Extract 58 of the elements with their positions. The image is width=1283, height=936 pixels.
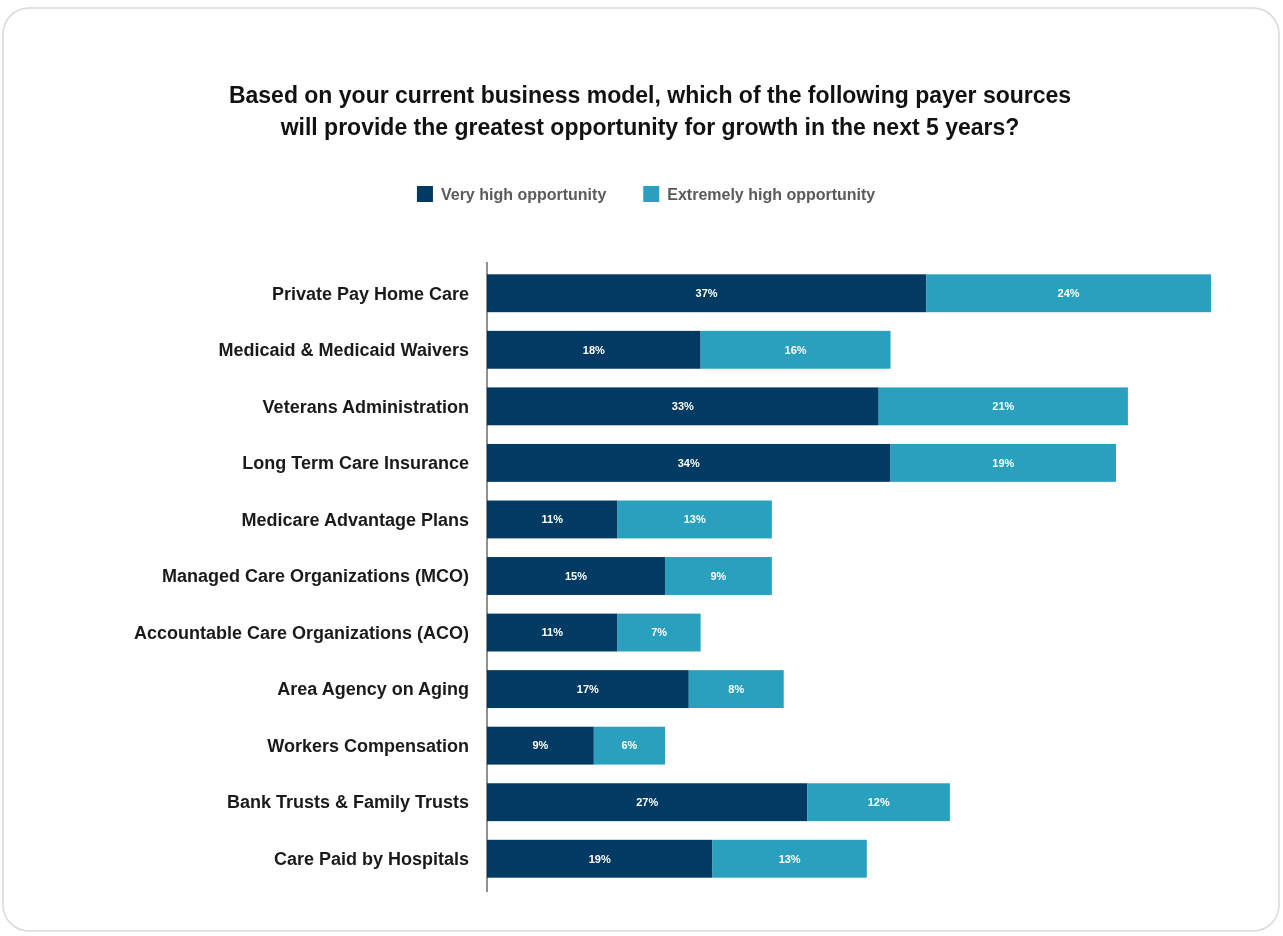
y-tick-label: Long Term Care Insurance <box>242 453 469 474</box>
bar <box>712 839 867 878</box>
data-label: 11% <box>541 513 564 526</box>
data-label: 37% <box>695 287 718 300</box>
data-label: 15% <box>565 569 588 582</box>
data-label: 18% <box>582 343 606 356</box>
bar <box>487 557 666 595</box>
chart-title: Based on your current business model, which of the following payer sources will provide the greatest opportunity for growth in the next 5 years? <box>228 82 1072 140</box>
bar <box>926 274 1211 313</box>
bar <box>688 670 784 709</box>
data-label: 19% <box>992 456 1015 469</box>
data-label: 13% <box>683 513 706 526</box>
bar <box>487 726 594 765</box>
y-tick-label: Workers Compensation <box>267 735 469 756</box>
bar <box>487 274 927 313</box>
data-label: 13% <box>778 852 801 865</box>
bar <box>593 726 666 765</box>
bar <box>487 443 891 482</box>
bar <box>487 783 808 822</box>
bar <box>617 613 701 652</box>
bar <box>487 839 713 878</box>
y-tick-label: Private Pay Home Care <box>271 283 469 304</box>
data-label: 6% <box>621 739 638 752</box>
y-tick-label: Bank Trusts & Family Trusts <box>226 792 469 813</box>
data-label: 9% <box>532 739 549 752</box>
y-tick-label: Veterans Administration <box>262 396 469 417</box>
legend-label: Very high opportunity <box>440 185 607 203</box>
y-tick-label: Care Paid by Hospitals <box>273 849 469 870</box>
data-label: 27% <box>636 796 659 809</box>
bar <box>878 387 1128 426</box>
bar <box>487 387 879 426</box>
data-label: 11% <box>541 626 564 639</box>
data-label: 19% <box>588 852 611 865</box>
data-label: 21% <box>992 400 1015 413</box>
y-tick-label: Managed Care Organizations (MCO) <box>161 566 469 587</box>
bar <box>617 500 772 539</box>
data-label: 34% <box>677 456 700 469</box>
bar <box>487 670 689 709</box>
data-label: 33% <box>671 400 695 413</box>
y-tick-label: Medicare Advantage Plans <box>241 509 469 530</box>
bar <box>665 557 772 595</box>
data-label: 7% <box>651 626 668 639</box>
bar <box>700 330 891 369</box>
data-label: 17% <box>576 682 600 695</box>
data-label: 8% <box>728 682 745 695</box>
bar <box>890 443 1117 482</box>
legend-label: Extremely high opportunity <box>667 185 876 203</box>
data-label: 16% <box>784 343 807 356</box>
y-tick-label: Accountable Care Organizations (ACO) <box>133 622 469 643</box>
bar <box>807 783 950 822</box>
y-tick-label: Area Agency on Aging <box>277 679 469 700</box>
data-label: 9% <box>710 569 727 582</box>
bar <box>487 500 618 539</box>
data-label: 24% <box>1057 287 1080 300</box>
y-tick-label: Medicaid & Medicaid Waivers <box>218 340 469 361</box>
bar <box>487 613 618 652</box>
bar <box>487 330 701 369</box>
data-label: 12% <box>867 796 890 809</box>
